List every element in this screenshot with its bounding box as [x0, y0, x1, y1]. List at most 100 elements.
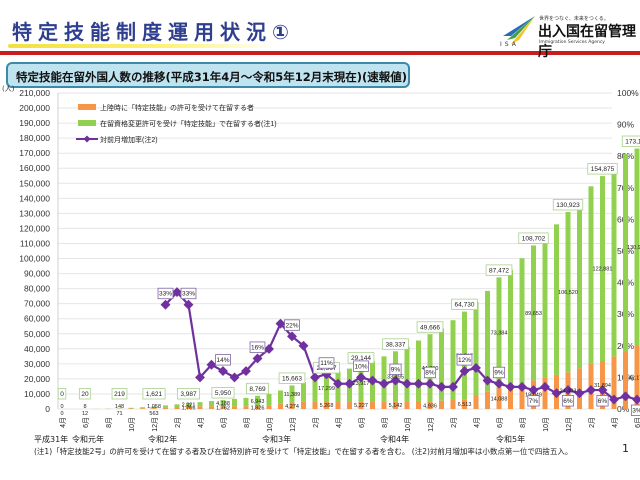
change-label: 4,188: [216, 401, 230, 407]
x-axis-ticks: 4月 6月 8月 10月 12月 2月 4月 6月 8月 10月 12月 2月 4月 6月 8月 10月 12月…: [59, 417, 640, 432]
bar-change: [519, 258, 525, 384]
rate-point: [505, 381, 516, 392]
rate-label-box: [318, 357, 335, 369]
bar-landing: [473, 395, 479, 409]
x-tick-label: 12月: [565, 417, 573, 432]
legend-swatch: [78, 104, 96, 110]
total-label: 5,950: [215, 390, 232, 397]
landing-label: 12: [82, 411, 88, 417]
bar-landing: [220, 406, 226, 409]
y-axis-unit: (人): [2, 85, 15, 93]
total-label: 20: [81, 391, 89, 398]
rate-label: 6%: [563, 398, 573, 405]
rate-point: [494, 378, 504, 389]
landing-label: 5,268: [320, 403, 334, 409]
bar-change: [404, 346, 410, 402]
change-label: 23,917: [353, 381, 370, 387]
bar-landing: [450, 399, 456, 409]
y-tick-label: 50,000: [24, 329, 50, 339]
total-label: 130,923: [556, 202, 580, 209]
x-tick-label: 10月: [128, 417, 136, 432]
rate-label-box: [389, 363, 402, 375]
rate-label: 22%: [285, 322, 298, 329]
x-tick-label: 12月: [289, 417, 297, 432]
bar-landing: [416, 401, 421, 409]
change-label: 11,389: [284, 392, 300, 398]
bar-change: [623, 153, 628, 352]
rate-label-box: [527, 395, 540, 407]
bar-landing: [381, 401, 387, 409]
y-tick-label: 60,000: [24, 314, 50, 324]
bar-landing: [174, 407, 180, 409]
rate-label-box: [353, 360, 369, 372]
bar-landing: [186, 406, 191, 409]
bar-change: [600, 176, 605, 362]
bar-landing: [278, 403, 283, 409]
change-label: 122,881: [593, 267, 613, 273]
x-tick-label: 6月: [496, 417, 504, 428]
bar-landing: [542, 377, 548, 409]
rate-label: 9%: [494, 370, 504, 377]
bar-landing: [347, 401, 352, 409]
rate-point: [367, 375, 378, 386]
landing-label: 31,894: [594, 383, 611, 389]
legend-label: 在留資格変更許可を受け「特定技能」で在留する者(注1): [100, 119, 277, 128]
rate-label: 33%: [159, 291, 172, 298]
change-label: 0: [60, 404, 63, 410]
total-label: 0: [60, 391, 64, 398]
x-tick-label: 2月: [174, 417, 182, 428]
bar-change: [186, 403, 191, 407]
total-label-box: [211, 387, 235, 399]
rate-label: 16%: [251, 344, 264, 351]
change-label: 1,058: [147, 404, 161, 410]
rate-point: [540, 381, 550, 392]
era-label: 令和元年: [72, 435, 104, 444]
bar-change: [278, 390, 283, 404]
landing-label: 5,227: [354, 403, 368, 409]
y-axis-ticks: 0 10,000 20,000 30,000 40,000 50,000 60,000 70,…: [19, 88, 50, 414]
rate-point: [574, 388, 585, 399]
bar-landing: [151, 408, 157, 409]
rate-point: [402, 378, 412, 389]
bar-change: [485, 290, 490, 392]
total-label: 64,730: [455, 302, 475, 309]
bar-change: [151, 406, 157, 409]
page-title: 特定技能制度運用状況①: [12, 20, 295, 44]
rate-point: [425, 378, 435, 389]
bar-change: [266, 393, 272, 406]
rate-point: [310, 372, 320, 383]
bar-change: [473, 302, 479, 396]
rate-point: [218, 366, 228, 377]
rate-point: [287, 331, 297, 342]
y2-tick-label: 90%: [617, 120, 634, 130]
x-tick-label: 2月: [312, 417, 320, 428]
total-label-box: [382, 338, 409, 350]
rate-label: 8%: [425, 370, 435, 377]
total-label: 15,663: [282, 375, 302, 382]
legend-marker: [83, 135, 91, 143]
rate-label-box: [630, 404, 640, 416]
rate-point: [241, 366, 251, 377]
landing-label: 1,766: [182, 406, 196, 412]
bar-change: [197, 402, 203, 407]
bar-landing: [439, 400, 444, 409]
landing-label: 4,936: [423, 403, 437, 409]
total-label-box: [621, 135, 640, 147]
rate-point: [264, 344, 274, 354]
bar-change: [577, 199, 582, 369]
bar-landing: [462, 399, 467, 409]
y-tick-label: 180,000: [19, 133, 50, 143]
rate-label-box: [492, 366, 506, 379]
change-label: 8: [83, 404, 86, 410]
x-tick-label: 4月: [197, 417, 205, 428]
rate-point: [459, 366, 470, 377]
rate-point: [632, 394, 640, 405]
rate-point: [517, 381, 527, 392]
bar-change: [565, 211, 571, 373]
y-tick-label: 40,000: [24, 344, 50, 354]
bar-change: [542, 237, 548, 378]
total-label: 3,987: [180, 391, 197, 398]
rate-point: [620, 391, 631, 402]
logo-name: 出入国在留管理庁: [538, 24, 636, 60]
subtitle-box: 特定技能在留外国人数の推移(平成31年4月～令和5年12月末現在)(速報値): [6, 62, 410, 88]
